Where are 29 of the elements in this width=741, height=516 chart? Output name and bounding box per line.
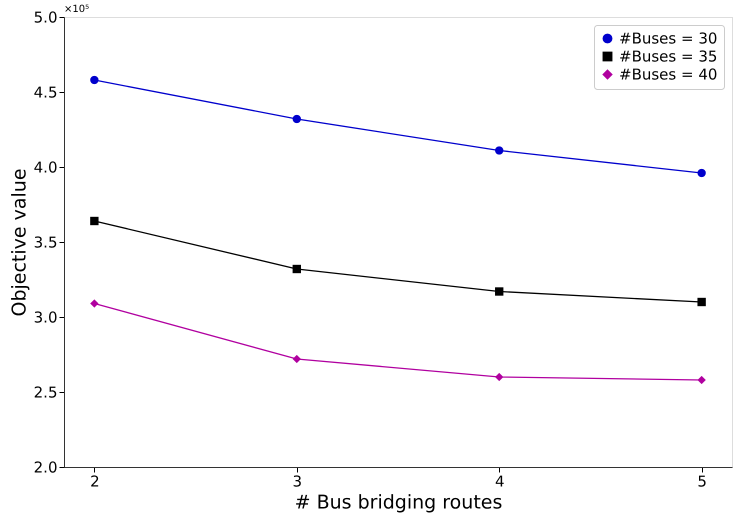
text: ×10⁵ (64, 4, 90, 15)
point (292, 354, 301, 364)
point (292, 264, 301, 274)
y-tick-label: 2.5 (34, 384, 58, 402)
point (90, 76, 99, 84)
y-tick-label: 3.0 (34, 308, 58, 326)
x-axis-title: # Bus bridging routes (294, 492, 502, 514)
x-tick-label: 3 (292, 472, 302, 490)
point (697, 376, 706, 384)
legend-label: #Buses = 40 (619, 66, 718, 84)
y-axis-title: Objective value (8, 168, 31, 317)
x-tick-label: 5 (697, 472, 707, 490)
legend-label: #Buses = 30 (619, 30, 718, 48)
point (697, 298, 706, 306)
point (90, 299, 99, 308)
y-tick-label: 2.0 (34, 458, 58, 476)
x-tick-label: 4 (494, 472, 504, 490)
y-tick-label: 3.5 (34, 234, 58, 252)
x-tick-label: 2 (90, 472, 100, 490)
point (90, 216, 99, 226)
y-tick-label: 4.5 (34, 84, 58, 102)
y-tick-label: 5.0 (34, 8, 58, 26)
point (495, 372, 504, 382)
legend-label: #Buses = 35 (619, 48, 718, 66)
point (292, 114, 301, 124)
point (495, 287, 504, 296)
point (495, 146, 504, 155)
y-tick-label: 4.0 (34, 158, 58, 176)
point (697, 168, 706, 178)
